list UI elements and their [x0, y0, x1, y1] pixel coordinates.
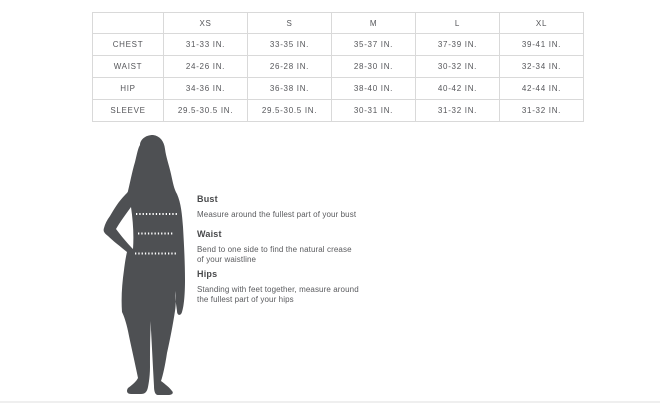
size-column-header: L — [415, 12, 500, 34]
guide-description-hips: Standing with feet together, measure aro… — [197, 285, 359, 304]
cell-value: 29.5-30.5 IN. — [163, 99, 248, 122]
row-label: HIP — [92, 77, 164, 100]
size-column-header: S — [247, 12, 332, 34]
row-label: SLEEVE — [92, 99, 164, 122]
cell-value: 34-36 IN. — [163, 77, 248, 100]
cell-value: 32-34 IN. — [499, 55, 584, 78]
size-column-header: M — [331, 12, 416, 34]
cell-value: 31-33 IN. — [163, 33, 248, 56]
cell-value: 31-32 IN. — [499, 99, 584, 122]
guide-section-waist: Waist Bend to one side to find the natur… — [197, 229, 435, 264]
cell-value: 42-44 IN. — [499, 77, 584, 100]
cell-value: 40-42 IN. — [415, 77, 500, 100]
table-row-hip: HIP 34-36 IN. 36-38 IN. 38-40 IN. 40-42 … — [92, 77, 584, 100]
cell-value: 38-40 IN. — [331, 77, 416, 100]
size-column-header: XS — [163, 12, 248, 34]
table-row-chest: CHEST 31-33 IN. 33-35 IN. 35-37 IN. 37-3… — [92, 33, 584, 56]
cell-value: 31-32 IN. — [415, 99, 500, 122]
guide-heading-hips: Hips — [197, 269, 218, 279]
row-label: CHEST — [92, 33, 164, 56]
guide-section-hips: Hips Standing with feet together, measur… — [197, 269, 435, 304]
cell-value: 33-35 IN. — [247, 33, 332, 56]
table-row-waist: WAIST 24-26 IN. 26-28 IN. 28-30 IN. 30-3… — [92, 55, 584, 78]
cell-value: 37-39 IN. — [415, 33, 500, 56]
guide-heading-bust: Bust — [197, 194, 218, 204]
female-figure-silhouette — [103, 135, 185, 395]
guide-description-waist: Bend to one side to find the natural cre… — [197, 245, 352, 264]
size-chart-table: XS S M L XL CHEST 31-33 IN. 33-35 IN. 35… — [92, 12, 584, 122]
cell-value: 26-28 IN. — [247, 55, 332, 78]
female-figure-shape — [103, 135, 185, 395]
guide-section-bust: Bust Measure around the fullest part of … — [197, 194, 435, 220]
page-bottom-divider — [0, 401, 660, 403]
guide-heading-waist: Waist — [197, 229, 222, 239]
cell-value: 39-41 IN. — [499, 33, 584, 56]
table-corner-cell — [92, 12, 164, 34]
size-table-header-row: XS S M L XL — [92, 12, 584, 34]
size-column-header: XL — [499, 12, 584, 34]
cell-value: 35-37 IN. — [331, 33, 416, 56]
cell-value: 29.5-30.5 IN. — [247, 99, 332, 122]
cell-value: 30-32 IN. — [415, 55, 500, 78]
cell-value: 30-31 IN. — [331, 99, 416, 122]
cell-value: 24-26 IN. — [163, 55, 248, 78]
row-label: WAIST — [92, 55, 164, 78]
guide-description-bust: Measure around the fullest part of your … — [197, 210, 357, 219]
table-row-sleeve: SLEEVE 29.5-30.5 IN. 29.5-30.5 IN. 30-31… — [92, 99, 584, 122]
cell-value: 28-30 IN. — [331, 55, 416, 78]
cell-value: 36-38 IN. — [247, 77, 332, 100]
